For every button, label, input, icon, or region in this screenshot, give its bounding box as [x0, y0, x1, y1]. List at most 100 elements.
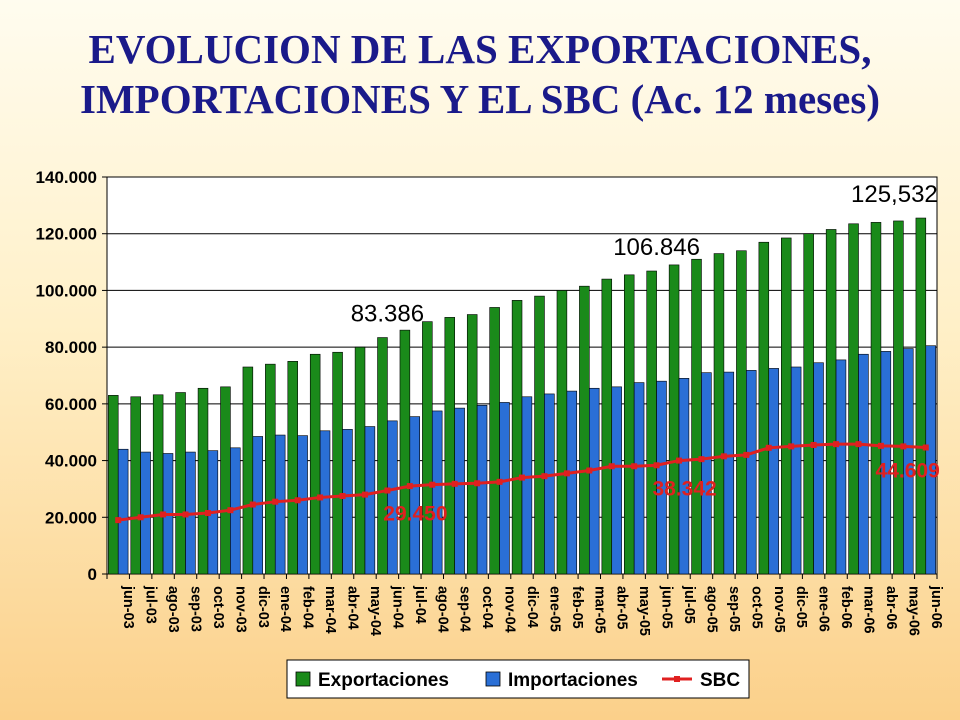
x-tick-label: jun-04	[389, 585, 405, 629]
point-sbc	[249, 501, 256, 508]
point-sbc	[922, 444, 929, 451]
legend[interactable]: Exportaciones Importaciones SBC	[286, 659, 750, 699]
bar-exportaciones	[309, 353, 321, 575]
bar-importaciones	[723, 371, 735, 575]
bar-exportaciones	[601, 278, 613, 575]
x-tick-label: may-05	[636, 586, 652, 636]
chart-title-line-1: EVOLUCION DE LAS EXPORTACIONES,	[88, 26, 872, 72]
legend-label-sbc: SBC	[700, 670, 740, 691]
point-sbc	[810, 441, 817, 448]
x-tick-label: mar-05	[591, 586, 607, 634]
bar-exportaciones	[556, 290, 568, 575]
x-tick-label: dic-05	[793, 586, 809, 628]
bar-exportaciones	[534, 295, 545, 575]
bar-exportaciones	[781, 237, 792, 575]
bar-importaciones	[858, 353, 869, 575]
point-sbc	[361, 491, 368, 498]
legend-swatch-exportaciones	[295, 671, 311, 687]
point-sbc	[182, 511, 189, 518]
y-tick-label: 0	[88, 565, 97, 584]
bar-exportaciones	[758, 241, 770, 575]
bar-importaciones	[499, 402, 510, 575]
bar-exportaciones	[265, 363, 276, 575]
chart-title: EVOLUCION DE LAS EXPORTACIONES, IMPORTAC…	[0, 24, 960, 124]
point-sbc	[429, 481, 436, 488]
point-sbc	[765, 444, 772, 451]
x-tick-label: ene-05	[546, 586, 562, 632]
point-sbc	[227, 507, 234, 514]
x-tick-label: abr-05	[614, 586, 630, 630]
point-sbc	[720, 453, 727, 460]
bar-exportaciones	[242, 366, 254, 575]
bar-exportaciones	[736, 250, 747, 575]
bar-importaciones	[521, 396, 533, 575]
bar-exportaciones	[489, 307, 500, 575]
x-tick-label: ene-06	[816, 586, 832, 632]
x-tick-label: sep-04	[457, 586, 473, 632]
point-sbc	[406, 483, 413, 490]
x-tick-label: oct-05	[748, 586, 764, 629]
bar-exportaciones	[287, 361, 298, 575]
bar-exportaciones	[444, 317, 456, 575]
bar-importaciones	[431, 410, 443, 575]
point-sbc	[451, 480, 458, 487]
bar-importaciones	[790, 366, 802, 575]
point-sbc	[272, 498, 279, 505]
bar-exportaciones	[915, 217, 927, 575]
legend-label-importaciones: Importaciones	[508, 670, 638, 691]
x-tick-label: ene-04	[277, 586, 293, 632]
point-sbc	[833, 441, 840, 448]
x-tick-label: feb-05	[569, 586, 585, 629]
bar-exportaciones	[623, 274, 635, 575]
bar-exportaciones	[893, 220, 904, 575]
y-tick-label: 80.000	[45, 338, 97, 357]
point-sbc	[900, 443, 907, 450]
bar-exportaciones	[848, 223, 859, 575]
point-sbc	[676, 457, 683, 464]
bar-importaciones	[880, 351, 892, 575]
bar-importaciones	[611, 386, 622, 575]
annotation-sbc: 29.450	[383, 502, 447, 525]
bar-exportaciones	[175, 392, 186, 575]
bar-importaciones	[633, 382, 645, 575]
legend-marker-sbc	[674, 676, 680, 682]
bar-importaciones	[903, 348, 914, 575]
point-sbc	[541, 473, 548, 480]
bar-exportaciones	[668, 264, 680, 575]
bar-importaciones	[678, 378, 690, 575]
x-tick-label: jul-05	[681, 585, 697, 624]
point-sbc	[743, 451, 750, 458]
x-tick-label: mar-06	[860, 586, 876, 634]
point-sbc	[294, 497, 301, 504]
bar-exportaciones	[152, 394, 164, 575]
point-sbc	[115, 517, 122, 524]
annotations: 83.386 106.846 125,532 29.450 38.342 44.609	[351, 181, 940, 525]
annotation-exportaciones: 125,532	[851, 181, 938, 208]
x-tick-label: jun-03	[120, 585, 136, 629]
bar-importaciones	[746, 370, 757, 575]
legend-swatch-importaciones	[485, 671, 501, 687]
bar-importaciones	[701, 372, 712, 575]
x-tick-label: nov-05	[771, 586, 787, 633]
x-tick-label: nov-04	[502, 586, 518, 633]
x-tick-label: dic-03	[255, 586, 271, 628]
bars	[108, 217, 936, 575]
point-sbc	[339, 493, 346, 500]
bar-importaciones	[297, 435, 308, 575]
sbc-line	[115, 441, 929, 524]
annotation-sbc: 44.609	[876, 460, 940, 483]
point-sbc	[855, 441, 862, 448]
point-sbc	[160, 511, 167, 518]
bar-importaciones	[319, 430, 331, 575]
x-tick-label: sep-03	[188, 586, 204, 632]
bar-exportaciones	[332, 351, 343, 575]
x-tick-label: feb-04	[300, 586, 316, 629]
point-sbc	[317, 494, 324, 501]
bar-importaciones	[117, 448, 129, 575]
point-sbc	[653, 462, 660, 469]
bar-importaciones	[364, 426, 376, 575]
point-sbc	[608, 463, 615, 470]
bar-importaciones	[342, 429, 353, 575]
annotation-exportaciones: 106.846	[613, 234, 700, 261]
